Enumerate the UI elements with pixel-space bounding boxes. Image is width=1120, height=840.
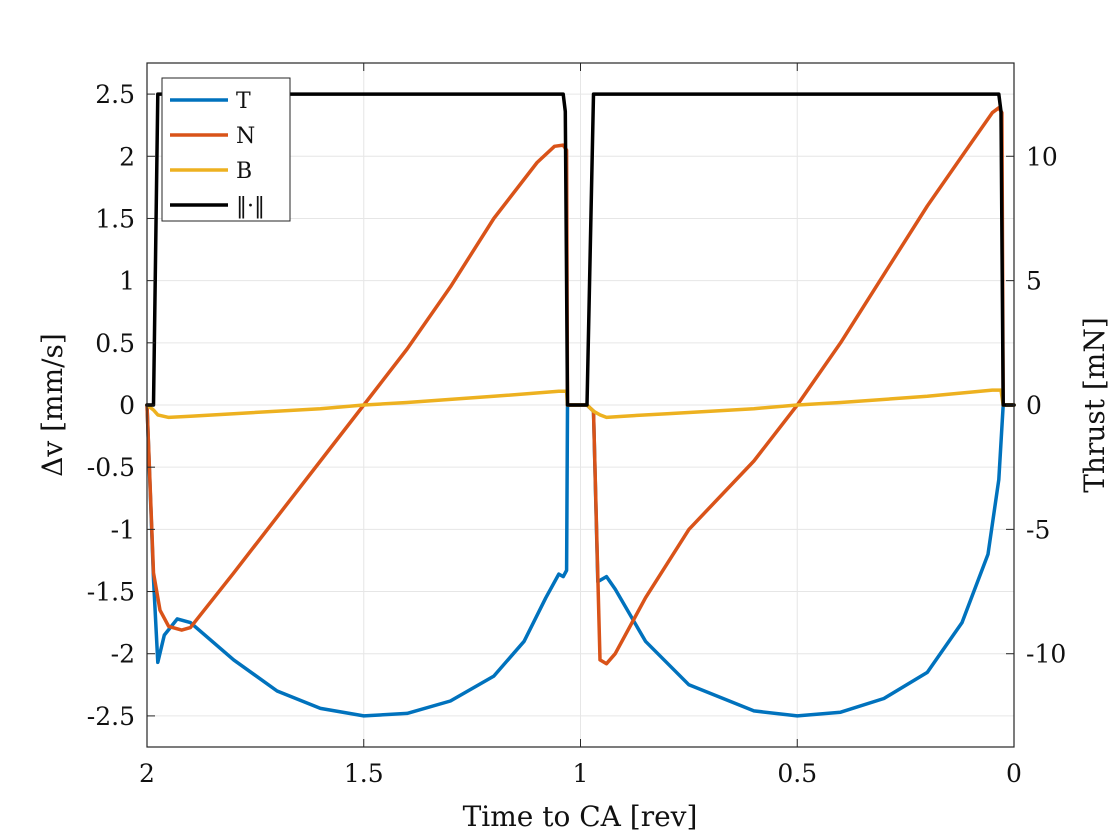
series-layer: [145, 92, 1016, 718]
y-axis-label-left: Δv [mm/s]: [36, 333, 69, 477]
grid: [147, 63, 1014, 747]
y-tick-label-right: -5: [1026, 515, 1050, 544]
legend-entry-norm-label: ‖·‖: [236, 194, 265, 219]
y-tick-label-left: -2.5: [87, 702, 135, 731]
legend-box: [161, 77, 291, 222]
legend-entry-B-label: B: [236, 159, 252, 184]
ticks: 2 1.5 1 0.5 0 2.5 2 1.5 1 0.5 0 -0.5 -1 -1.5 -2 -2.5 10 5…: [87, 63, 1066, 788]
series-norm-line: [145, 92, 1016, 407]
x-axis-label: Time to CA [rev]: [463, 800, 698, 833]
x-tick-label: 0: [1006, 759, 1022, 788]
x-tick-label: 1: [573, 759, 589, 788]
y-tick-label-left: 0: [119, 391, 135, 420]
legend-entry-N-label: N: [236, 124, 255, 149]
y-tick-label-left: -2: [111, 640, 135, 669]
y-tick-label-right: 5: [1026, 267, 1042, 296]
y-tick-label-left: -1.5: [87, 578, 135, 607]
x-tick-label: 0.5: [777, 759, 817, 788]
y-tick-label-right: -10: [1026, 640, 1066, 669]
y-tick-label-left: 2.5: [95, 80, 135, 109]
series-T-line: [145, 403, 1016, 718]
legend-entry-T-label: T: [236, 89, 251, 114]
legend: TNB ‖·‖: [161, 77, 291, 222]
y-axis-label-right: Thrust [mN]: [1078, 317, 1111, 493]
x-tick-label: 1.5: [344, 759, 384, 788]
y-tick-label-left: 0.5: [95, 329, 135, 358]
y-tick-label-left: -1: [111, 515, 135, 544]
y-tick-label-left: -0.5: [87, 453, 135, 482]
y-tick-label-left: 1: [119, 267, 135, 296]
y-tick-label-right: 10: [1026, 142, 1058, 171]
y-tick-label-right: 0: [1026, 391, 1042, 420]
y-tick-label-left: 2: [119, 142, 135, 171]
y-tick-label-left: 1.5: [95, 204, 135, 233]
x-tick-label: 2: [139, 759, 155, 788]
